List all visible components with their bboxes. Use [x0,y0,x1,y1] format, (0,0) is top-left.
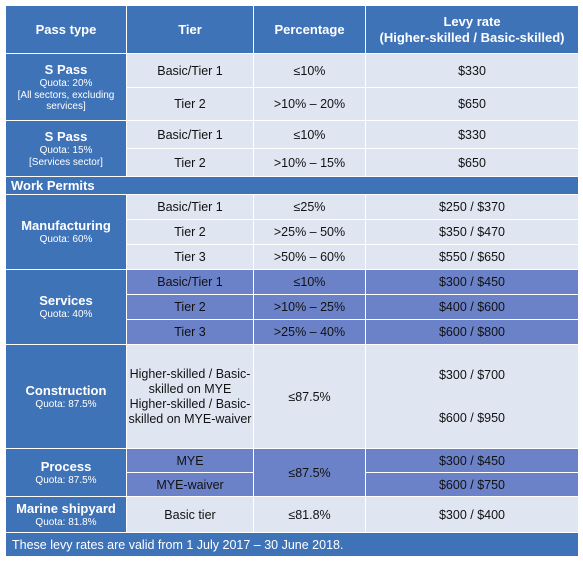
pass-name: Process [40,458,92,474]
levy-cell: $600 / $800 [365,319,579,345]
levy-cell: $300 / $450 [365,269,579,295]
header-percentage: Percentage [253,5,366,54]
header-row: Pass type Tier Percentage Levy rate (Hig… [5,5,579,54]
pass-name: S Pass [44,62,88,77]
marine-shipyard-cell: Marine shipyard Quota: 81.8% [5,496,127,533]
footer-row: These levy rates are valid from 1 July 2… [5,532,579,557]
tier-cell: Tier 2 [126,294,254,320]
header-levy-rate-title: Levy rate [443,13,501,29]
table-row: Services Quota: 40% Basic/Tier 1 ≤10% $3… [5,269,579,345]
tier-cell: MYE-waiver [126,472,254,497]
pass-note: [Services sector] [29,157,103,168]
table-row: Tier 2 >10% – 25% $400 / $600 [6,294,579,320]
construction-cell: Construction Quota: 87.5% [5,344,127,449]
levy-cell: $650 [365,87,579,121]
levy-cell: $250 / $370 [365,194,579,220]
tier-mye-waiver: Higher-skilled / Basic-skilled on MYE-wa… [128,396,252,426]
tier-cell: Basic/Tier 1 [126,194,254,220]
percentage-cell: ≤87.5% [253,448,366,497]
tier-cell: Tier 3 [126,319,254,345]
percentage-cell: ≤10% [253,120,366,149]
tier-mye: Higher-skilled / Basic-skilled on MYE [129,366,251,396]
percentage-cell: >10% – 15% [253,148,366,177]
s-pass-all-cell: S Pass Quota: 20% [All sectors, excludin… [5,53,127,121]
pass-quota: Quota: 87.5% [35,398,97,410]
tier-cell: Tier 2 [126,219,254,245]
table-row: Tier 2 >10% – 15% $650 [6,148,579,177]
table-row: S Pass Quota: 20% [All sectors, excludin… [5,53,579,121]
pass-quota: Quota: 15% [39,145,93,156]
percentage-cell: ≤25% [253,194,366,220]
percentage-cell: >10% – 25% [253,294,366,320]
levy-cell: $400 / $600 [365,294,579,320]
header-levy-rate: Levy rate (Higher-skilled / Basic-skille… [365,5,579,54]
tier-cell: Basic tier [126,496,254,533]
table-row: Construction Quota: 87.5% Higher-skilled… [5,344,579,449]
levy-cell: $330 [365,53,579,88]
header-pass-type: Pass type [5,5,127,54]
percentage-cell: ≤87.5% [253,344,366,449]
percentage-cell: >10% – 20% [253,87,366,121]
table-row: Marine shipyard Quota: 81.8% Basic tier … [5,496,579,533]
validity-footnote: These levy rates are valid from 1 July 2… [5,532,579,557]
levy-mye-waiver: $600 / $950 [438,410,506,425]
levy-cell: $650 [365,148,579,177]
table-row: Tier 2 >10% – 20% $650 [6,87,579,121]
header-tier: Tier [126,5,254,54]
pass-name: S Pass [44,129,88,144]
pass-quota: Quota: 20% [39,78,93,89]
levy-table-container: Pass type Tier Percentage Levy rate (Hig… [5,5,579,557]
pass-quota: Quota: 87.5% [35,474,97,486]
tier-cell: Tier 3 [126,244,254,270]
section-row: Work Permits [5,176,579,195]
pass-name: Construction [25,382,107,398]
levy-rates-table: Pass type Tier Percentage Levy rate (Hig… [5,5,579,557]
header-levy-rate-subtitle: (Higher-skilled / Basic-skilled) [379,29,565,45]
services-cell: Services Quota: 40% [5,269,127,345]
work-permits-heading: Work Permits [5,176,579,195]
tier-cell: Basic/Tier 1 [126,120,254,149]
levy-cell: $330 [365,120,579,149]
levy-cell: $300 / $700 $600 / $950 [365,344,579,449]
percentage-cell: >25% – 50% [253,219,366,245]
levy-cell: $300 / $400 [365,496,579,533]
pass-quota: Quota: 40% [39,309,93,320]
pass-quota: Quota: 81.8% [35,516,97,528]
levy-cell: $550 / $650 [365,244,579,270]
pass-name: Manufacturing [21,218,111,233]
percentage-cell: >50% – 60% [253,244,366,270]
table-row: Tier 3 >50% – 60% $550 / $650 [6,244,579,270]
tier-cell: Tier 2 [126,87,254,121]
pass-quota: Quota: 60% [39,234,93,245]
pass-note: [All sectors, excluding services] [17,90,115,112]
table-row: Manufacturing Quota: 60% Basic/Tier 1 ≤2… [5,194,579,270]
table-row: MYE-waiver $600 / $750 [6,472,579,497]
levy-cell: $300 / $450 [365,448,579,473]
tier-cell: MYE [126,448,254,473]
levy-cell: $350 / $470 [365,219,579,245]
percentage-cell: ≤81.8% [253,496,366,533]
percentage-cell: ≤10% [253,53,366,88]
levy-mye: $300 / $700 [438,367,506,382]
process-cell: Process Quota: 87.5% [5,448,127,497]
manufacturing-cell: Manufacturing Quota: 60% [5,194,127,270]
tier-cell: Higher-skilled / Basic-skilled on MYE Hi… [126,344,254,449]
s-pass-services-cell: S Pass Quota: 15% [Services sector] [5,120,127,177]
table-row: Process Quota: 87.5% MYE ≤87.5% $300 / $… [5,448,579,497]
table-row: S Pass Quota: 15% [Services sector] Basi… [5,120,579,177]
pass-name: Marine shipyard [16,500,116,516]
table-row: Tier 2 >25% – 50% $350 / $470 [6,219,579,245]
tier-cell: Basic/Tier 1 [126,53,254,88]
percentage-cell: >25% – 40% [253,319,366,345]
pass-name: Services [39,293,93,308]
percentage-cell: ≤10% [253,269,366,295]
tier-cell: Basic/Tier 1 [126,269,254,295]
tier-cell: Tier 2 [126,148,254,177]
levy-cell: $600 / $750 [365,472,579,497]
